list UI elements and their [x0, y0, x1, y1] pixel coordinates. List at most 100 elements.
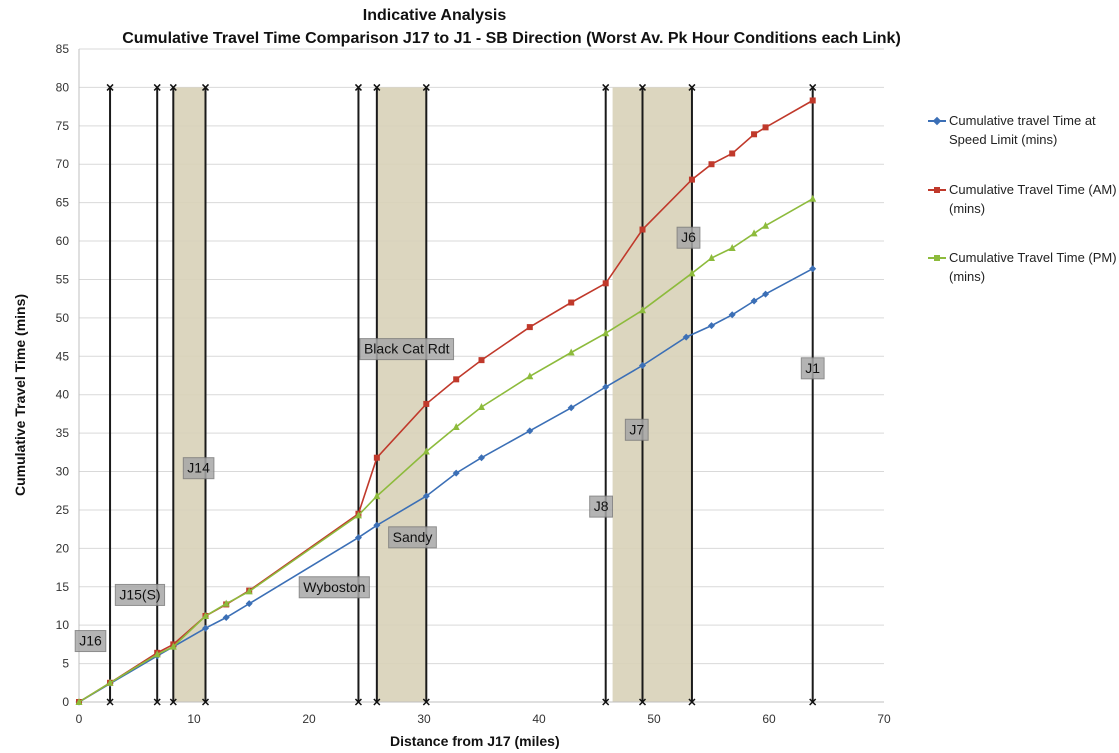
data-point-am	[373, 454, 380, 461]
annotation-box	[800, 357, 825, 380]
shaded-band	[376, 87, 427, 703]
data-point-am	[568, 299, 575, 306]
junction-marker	[638, 698, 647, 706]
junction-marker-stroke	[153, 83, 161, 91]
annotation-label: Black Cat Rdt	[359, 338, 455, 361]
data-point-speed-limit	[809, 265, 817, 273]
junction-marker	[106, 83, 114, 91]
series-line-2	[78, 198, 814, 703]
legend-swatch-speed-limit	[928, 116, 946, 126]
junction-marker	[106, 698, 114, 706]
data-point-speed-limit	[639, 362, 646, 370]
y-tick-label: 80	[56, 80, 70, 94]
y-tick-label: 0	[62, 695, 69, 709]
junction-marker-stroke	[422, 83, 430, 91]
y-axis-title: Cumulative Travel Time (mins)	[12, 293, 28, 496]
data-point-pm	[708, 253, 715, 261]
data-point-speed-limit	[478, 454, 485, 462]
annotation-label: J7	[624, 418, 649, 441]
chart-title-line1: Indicative Analysis	[362, 7, 507, 24]
data-point-am	[453, 376, 460, 383]
x-tick-label: 40	[532, 712, 546, 726]
data-point-am	[526, 324, 533, 331]
legend-label-speed-limit: Cumulative travel Time at Speed Limit (m…	[949, 113, 1096, 147]
data-point-pm	[750, 229, 758, 237]
data-point-speed-limit	[452, 469, 460, 477]
junction-marker	[688, 698, 696, 706]
data-point-speed-limit	[202, 624, 209, 632]
annotation-text: J8	[594, 498, 609, 514]
shaded-band	[612, 87, 692, 703]
junction-marker-stroke	[602, 698, 610, 706]
annotation-text: J7	[629, 421, 644, 437]
junction-marker	[153, 83, 161, 91]
data-point-pm	[526, 372, 534, 380]
data-point-speed-limit	[354, 534, 362, 542]
data-point-am	[478, 357, 485, 364]
y-tick-label: 85	[56, 42, 70, 56]
data-point-pm	[452, 422, 460, 430]
junction-marker-stroke	[153, 698, 161, 706]
chart-title-line2: Cumulative Travel Time Comparison J17 to…	[122, 30, 901, 47]
annotation-box	[388, 526, 437, 549]
legend-swatch-pm	[928, 254, 946, 262]
shaded-band	[173, 87, 206, 703]
annotation-box	[676, 226, 701, 249]
junction-marker	[422, 83, 430, 91]
legend-item-am: Cumulative Travel Time (AM) (mins)	[928, 180, 1119, 218]
data-point-speed-limit	[762, 290, 770, 298]
data-point-speed-limit	[602, 383, 610, 391]
legend-marker	[934, 187, 940, 193]
data-point-speed-limit	[728, 311, 736, 319]
junction-marker-stroke	[809, 83, 817, 91]
junction-marker-stroke	[354, 83, 362, 91]
y-tick-label: 40	[56, 388, 70, 402]
data-point-pm	[222, 599, 230, 607]
junction-marker	[373, 698, 381, 706]
junction-marker	[809, 698, 817, 706]
junction-marker-stroke	[809, 698, 817, 706]
data-point-pm	[728, 243, 736, 251]
data-point-pm	[354, 511, 362, 519]
y-tick-label: 45	[56, 349, 70, 363]
data-point-pm	[602, 329, 610, 337]
legend-label-am: Cumulative Travel Time (AM) (mins)	[949, 182, 1117, 216]
junction-marker-stroke	[373, 698, 381, 706]
data-point-am	[688, 176, 695, 183]
annotation-label: Wyboston	[298, 576, 370, 599]
annotation-text: Black Cat Rdt	[364, 341, 450, 357]
junction-marker	[373, 83, 381, 91]
data-point-speed-limit	[222, 613, 230, 621]
annotation-box	[114, 583, 166, 606]
annotation-text: Sandy	[393, 529, 433, 545]
data-point-speed-limit	[682, 333, 690, 341]
junction-marker	[422, 698, 430, 706]
x-tick-label: 60	[762, 712, 776, 726]
annotation-text: Wyboston	[303, 579, 365, 595]
x-tick-label: 0	[76, 712, 83, 726]
annotation-box	[74, 630, 107, 653]
y-tick-label: 75	[56, 119, 70, 133]
data-point-pm	[373, 492, 381, 500]
annotation-box	[298, 576, 370, 599]
annotation-label: J6	[676, 226, 701, 249]
data-point-speed-limit	[567, 404, 575, 412]
junction-marker	[169, 83, 177, 91]
y-tick-label: 15	[56, 580, 70, 594]
y-tick-label: 65	[56, 196, 70, 210]
annotation-text: J16	[79, 633, 102, 649]
annotation-label: J16	[74, 630, 107, 653]
annotation-label: J1	[800, 357, 825, 380]
y-tick-label: 5	[62, 657, 69, 671]
junction-marker	[354, 698, 362, 706]
junction-marker	[809, 83, 817, 91]
data-point-am	[602, 280, 609, 287]
data-point-am	[809, 97, 816, 104]
annotation-text: J14	[187, 460, 210, 476]
y-tick-label: 35	[56, 426, 70, 440]
data-point-pm	[169, 642, 177, 650]
y-tick-label: 10	[56, 618, 70, 632]
y-tick-label: 25	[56, 503, 70, 517]
